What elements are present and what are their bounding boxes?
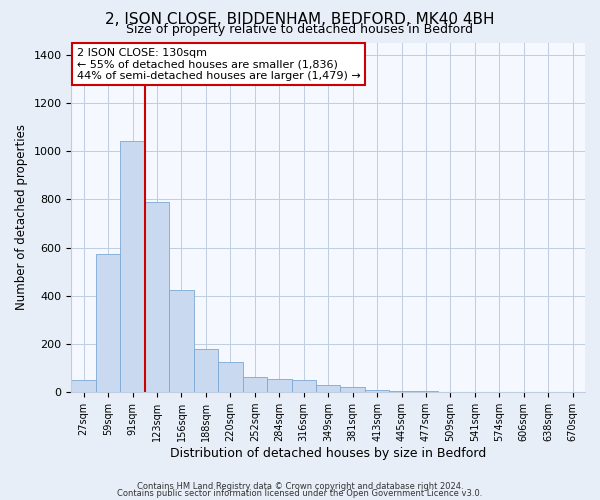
Text: Contains public sector information licensed under the Open Government Licence v3: Contains public sector information licen… <box>118 490 482 498</box>
Bar <box>96 254 121 392</box>
Y-axis label: Number of detached properties: Number of detached properties <box>15 124 28 310</box>
Bar <box>242 376 267 392</box>
Bar <box>194 349 218 392</box>
Bar <box>169 290 194 392</box>
Bar <box>121 142 145 392</box>
Text: 2, ISON CLOSE, BIDDENHAM, BEDFORD, MK40 4BH: 2, ISON CLOSE, BIDDENHAM, BEDFORD, MK40 … <box>105 12 495 28</box>
Bar <box>218 362 242 392</box>
Bar <box>316 386 340 392</box>
Text: 2 ISON CLOSE: 130sqm
← 55% of detached houses are smaller (1,836)
44% of semi-de: 2 ISON CLOSE: 130sqm ← 55% of detached h… <box>77 48 360 81</box>
Text: Contains HM Land Registry data © Crown copyright and database right 2024.: Contains HM Land Registry data © Crown c… <box>137 482 463 491</box>
Bar <box>292 380 316 392</box>
Text: Size of property relative to detached houses in Bedford: Size of property relative to detached ho… <box>127 22 473 36</box>
Bar <box>71 380 96 392</box>
Bar <box>389 391 414 392</box>
Bar <box>365 390 389 392</box>
Bar <box>340 387 365 392</box>
X-axis label: Distribution of detached houses by size in Bedford: Distribution of detached houses by size … <box>170 447 487 460</box>
Bar <box>267 379 292 392</box>
Bar <box>145 202 169 392</box>
